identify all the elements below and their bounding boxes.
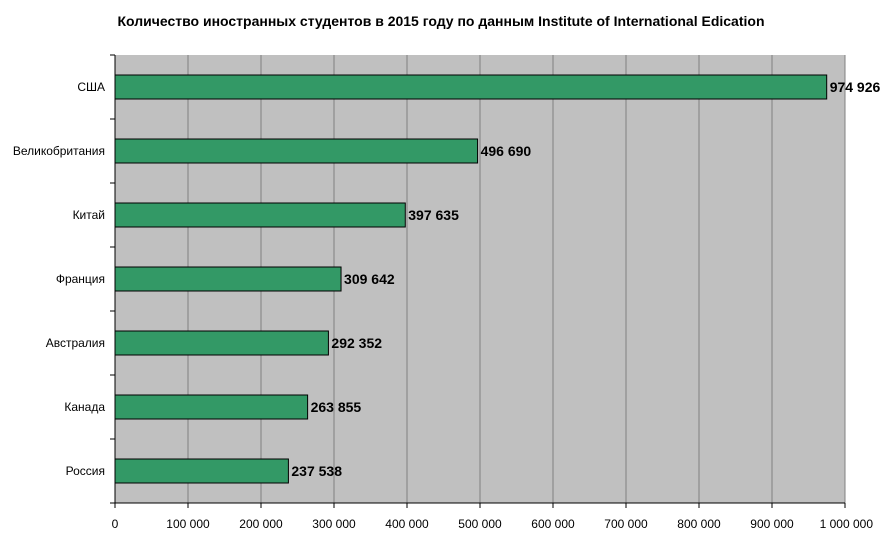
value-label: 309 642 <box>344 271 395 287</box>
value-label: 974 926 <box>830 79 881 95</box>
value-label: 237 538 <box>291 463 342 479</box>
x-tick-label: 600 000 <box>531 517 575 531</box>
category-label: Франция <box>56 272 105 286</box>
category-label: Китай <box>73 208 105 222</box>
value-label: 292 352 <box>331 335 382 351</box>
bar <box>114 458 289 484</box>
bar <box>114 330 329 356</box>
x-tick-label: 300 000 <box>312 517 356 531</box>
x-tick-label: 500 000 <box>458 517 502 531</box>
x-tick-label: 0 <box>112 517 119 531</box>
bars <box>114 74 828 484</box>
labels: США 974 926 Великобритания 496 690 Китай 397 … <box>13 79 881 531</box>
bar <box>114 266 342 292</box>
x-tick-label: 200 000 <box>239 517 283 531</box>
x-tick-label: 400 000 <box>385 517 429 531</box>
bar <box>114 394 309 420</box>
category-label: Россия <box>66 464 105 478</box>
bar <box>114 202 406 228</box>
x-tick-label: 700 000 <box>604 517 648 531</box>
x-tick-label: 1 000 000 <box>820 517 874 531</box>
bar <box>114 138 479 164</box>
chart-title: Количество иностранных студентов в 2015 … <box>117 13 764 29</box>
x-tick-label: 900 000 <box>750 517 794 531</box>
category-label: Великобритания <box>13 144 105 158</box>
value-label: 263 855 <box>311 399 362 415</box>
x-tick-label: 800 000 <box>677 517 721 531</box>
value-label: 496 690 <box>481 143 532 159</box>
bar <box>114 74 828 100</box>
x-tick-label: 100 000 <box>166 517 210 531</box>
axes <box>110 54 846 508</box>
category-label: Канада <box>64 400 105 414</box>
value-label: 397 635 <box>408 207 459 223</box>
category-label: США <box>77 80 105 94</box>
category-label: Австралия <box>46 336 105 350</box>
